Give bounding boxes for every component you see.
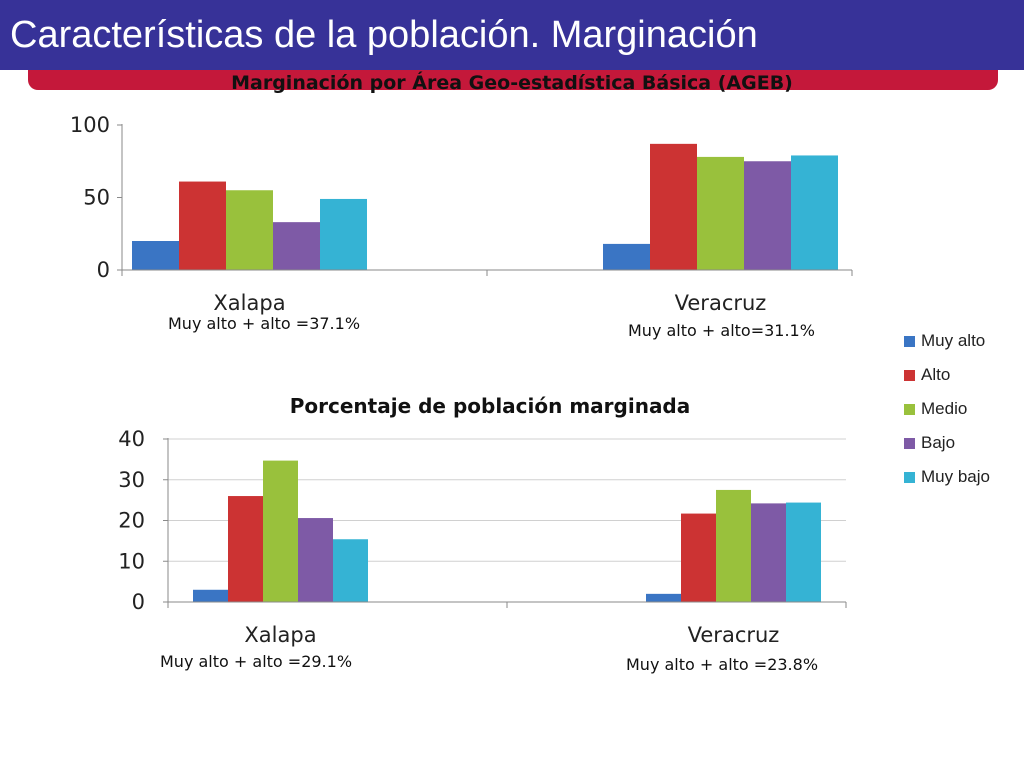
chart1-title: Marginación por Área Geo-estadística Bás… xyxy=(231,72,793,94)
legend-swatch-bajo xyxy=(904,437,915,449)
chart2-x-label-xalapa: Xalapa xyxy=(244,623,316,647)
chart1-y-tick-label: 50 xyxy=(83,186,110,210)
chart2-bar-xalapa-muy-alto xyxy=(193,589,228,602)
chart1-bar-veracruz-muy-alto xyxy=(603,243,650,270)
chart2-y-tick-label: 0 xyxy=(132,590,145,614)
chart2-x-label-veracruz: Veracruz xyxy=(688,623,780,647)
legend-label-muy-bajo: Muy bajo xyxy=(921,467,990,486)
chart2-bar-xalapa-bajo xyxy=(298,518,333,602)
slide-title: Características de la población. Margina… xyxy=(10,14,758,56)
note-chart2-xalapa: Muy alto + alto =29.1% xyxy=(160,652,353,671)
legend-item-bajo: Bajo xyxy=(904,432,955,454)
legend-label-alto: Alto xyxy=(921,365,951,384)
chart2-bar-xalapa-alto xyxy=(228,496,263,602)
legend-item-alto: Alto xyxy=(904,364,950,386)
chart2-y-tick-label: 40 xyxy=(118,427,145,451)
chart2-y-tick-label: 10 xyxy=(118,549,145,573)
chart2-y-tick-label: 20 xyxy=(118,509,145,533)
chart2-bar-veracruz-muy-alto xyxy=(646,593,681,602)
chart2-y-tick-label: 30 xyxy=(118,468,145,492)
chart1-bar-xalapa-bajo xyxy=(273,222,320,270)
note-chart1-xalapa: Muy alto + alto =37.1% xyxy=(168,314,361,333)
legend-item-medio: Medio xyxy=(904,398,967,420)
legend-label-medio: Medio xyxy=(921,399,968,418)
legend-item-muy-alto: Muy alto xyxy=(904,330,985,352)
legend-swatch-medio xyxy=(904,403,915,415)
chart2-bar-xalapa-medio xyxy=(263,460,298,602)
chart2-bar-veracruz-muy-bajo xyxy=(786,502,821,602)
header-bar xyxy=(0,0,1024,70)
legend-swatch-muy-alto xyxy=(904,335,915,347)
legend-label-bajo: Bajo xyxy=(921,433,956,452)
chart1-y-tick-label: 100 xyxy=(70,113,110,137)
chart-legend: Muy alto Alto Medio Bajo Muy bajo xyxy=(904,330,1016,495)
legend-item-muy-bajo: Muy bajo xyxy=(904,466,990,488)
chart2-bar-xalapa-muy-bajo xyxy=(333,539,368,602)
chart1-bar-veracruz-muy-bajo xyxy=(791,155,838,270)
chart2-title: Porcentaje de población marginada xyxy=(289,394,691,418)
note-chart1-veracruz: Muy alto + alto=31.1% xyxy=(628,321,815,340)
chart2-bar-veracruz-medio xyxy=(716,489,751,602)
legend-swatch-muy-bajo xyxy=(904,471,915,483)
chart1-y-tick-label: 0 xyxy=(97,258,110,282)
legend-swatch-alto xyxy=(904,369,915,381)
chart1-bar-xalapa-medio xyxy=(226,190,273,270)
chart2-bar-veracruz-bajo xyxy=(751,503,786,602)
chart1-bar-xalapa-muy-alto xyxy=(132,241,179,270)
chart1-bar-veracruz-alto xyxy=(650,143,697,270)
note-chart2-veracruz: Muy alto + alto =23.8% xyxy=(626,655,819,674)
chart1-bar-veracruz-medio xyxy=(697,156,744,270)
chart1-bar-veracruz-bajo xyxy=(744,161,791,270)
accent-bar xyxy=(28,70,998,90)
chart1-bar-xalapa-alto xyxy=(179,181,226,270)
chart1-x-label-xalapa: Xalapa xyxy=(213,291,285,315)
chart1-x-label-veracruz: Veracruz xyxy=(675,291,767,315)
legend-label-muy-alto: Muy alto xyxy=(921,331,986,350)
chart2-bar-veracruz-alto xyxy=(681,513,716,602)
chart1-bar-xalapa-muy-bajo xyxy=(320,198,367,270)
